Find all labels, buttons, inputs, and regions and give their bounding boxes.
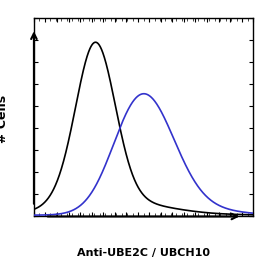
Text: Anti-UBE2C / UBCH10: Anti-UBE2C / UBCH10 <box>77 248 210 258</box>
Text: # Cells: # Cells <box>0 95 9 143</box>
